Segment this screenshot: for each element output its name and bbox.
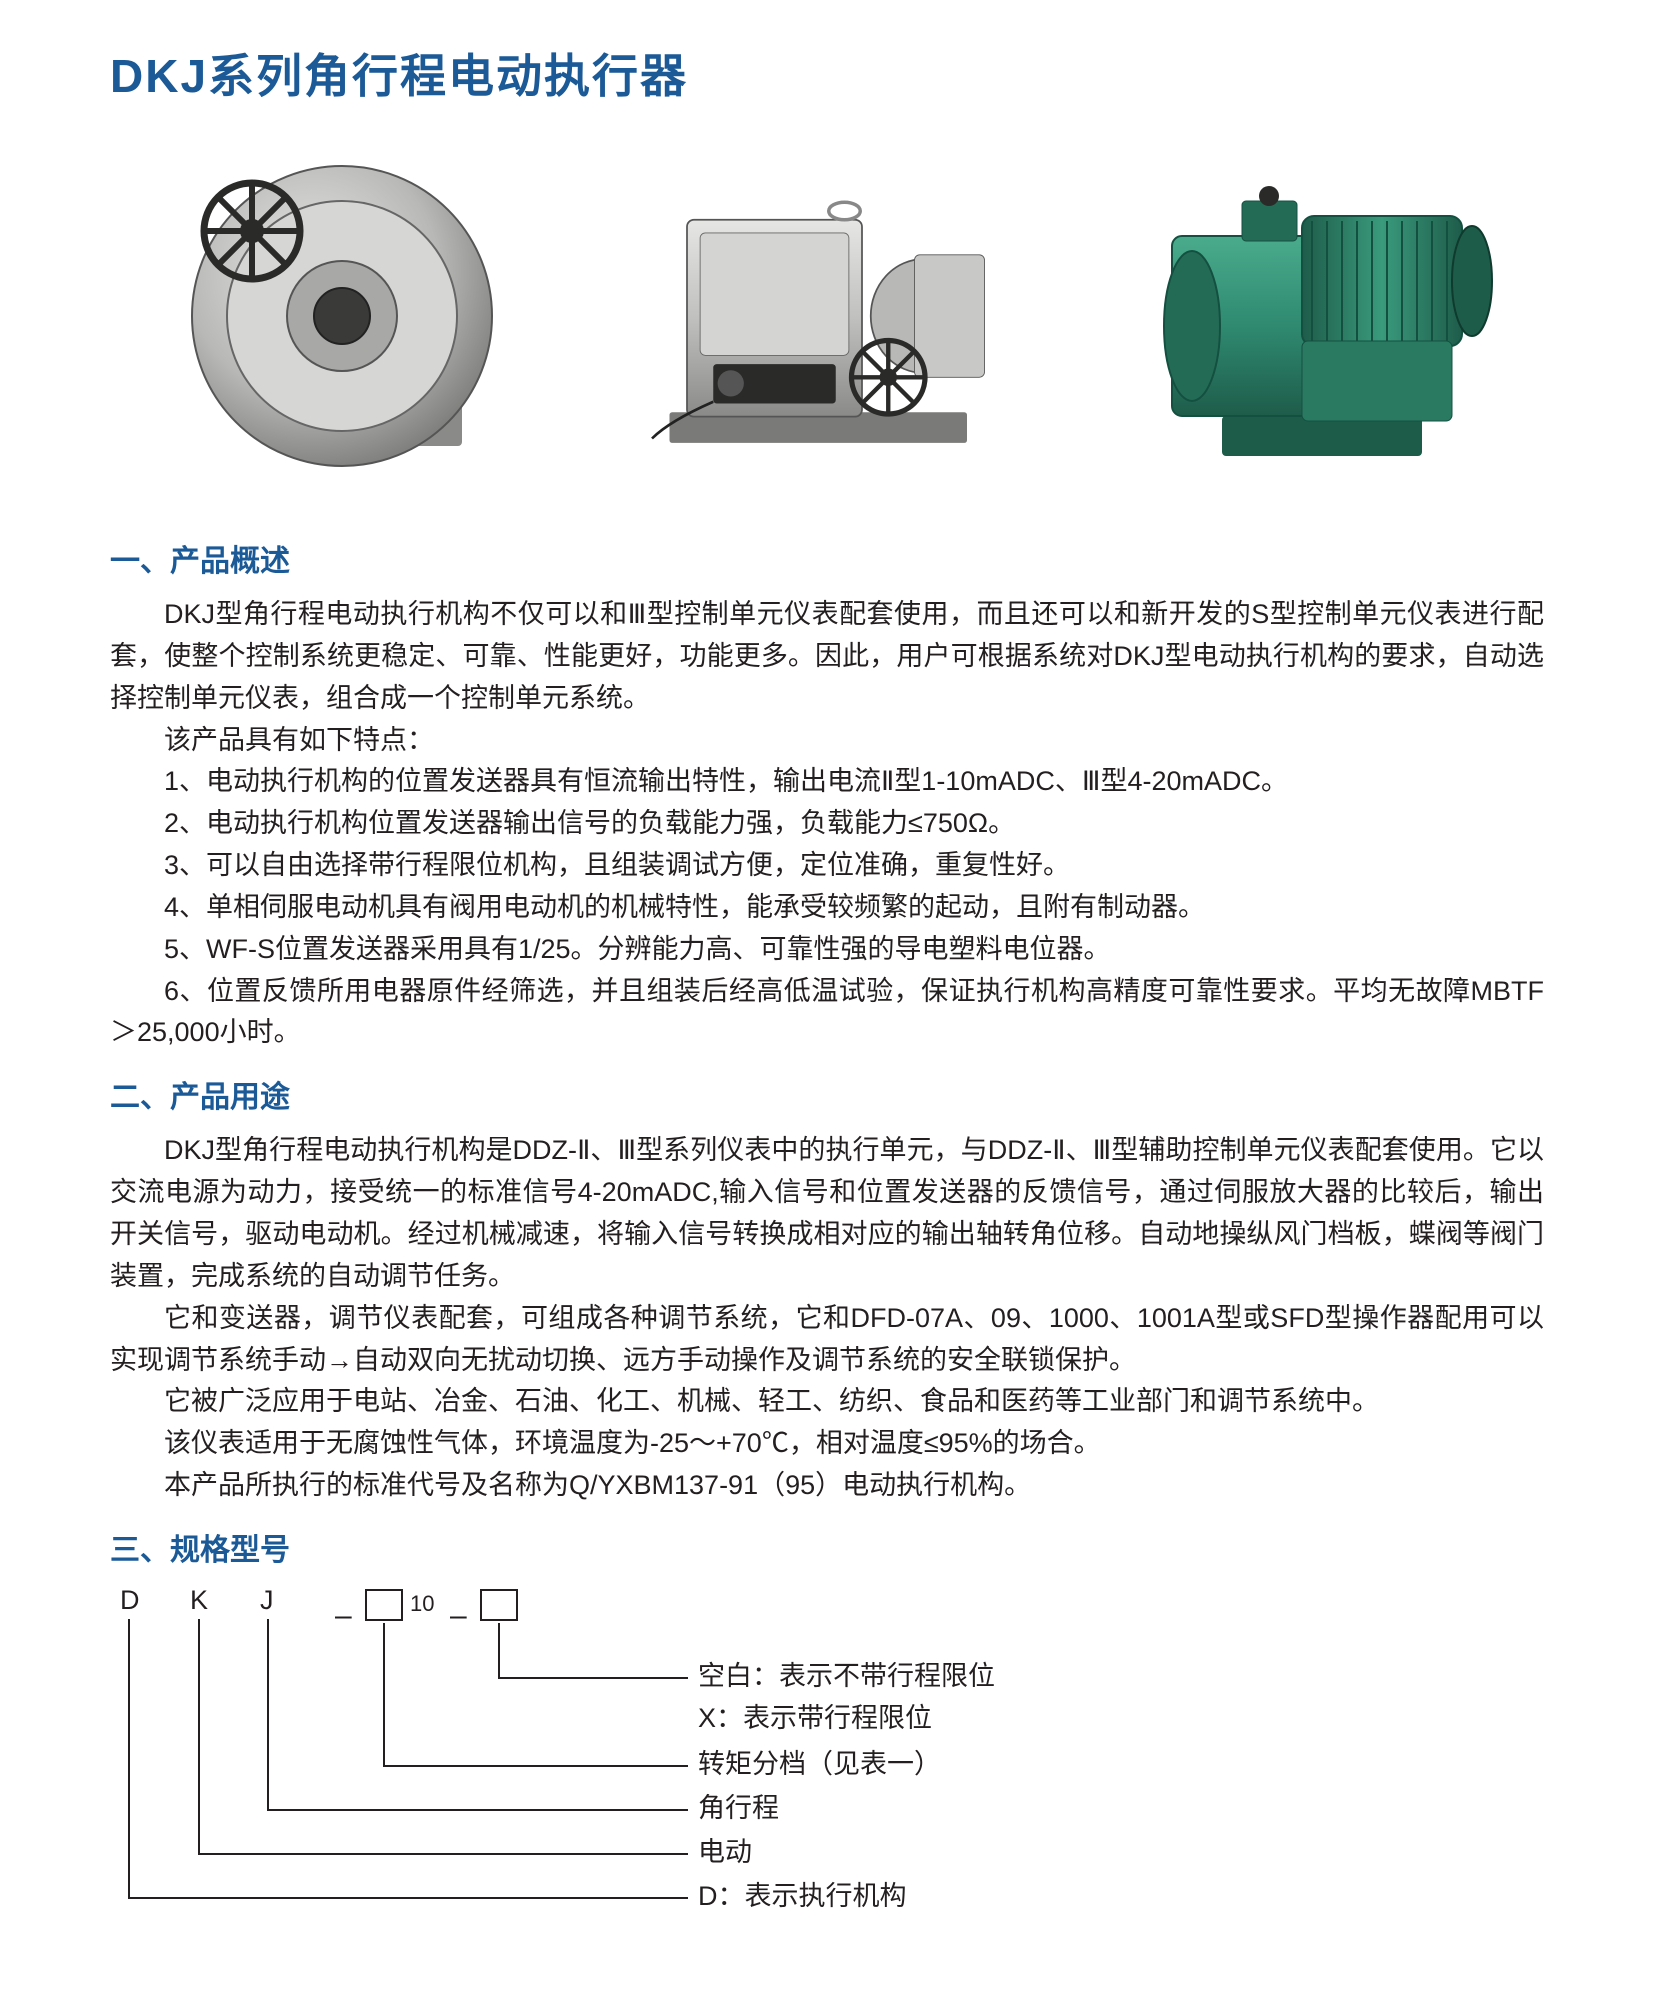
section-2-heading: 二、产品用途 bbox=[110, 1072, 1544, 1116]
product-image-row bbox=[110, 146, 1544, 486]
model-letter-D: D bbox=[120, 1587, 140, 1614]
section-1-body: DKJ型角行程电动执行机构不仅可以和Ⅲ型控制单元仪表配套使用，而且还可以和新开发… bbox=[110, 594, 1544, 1054]
model-box-2 bbox=[480, 1589, 518, 1621]
s1-li6: 6、位置反馈所用电器原件经筛选，并且组装后经高低温试验，保证执行机构高精度可靠性… bbox=[110, 971, 1544, 1055]
model-diagram: D K J – 10 – 空白：表示不带行程限位 X：表示带行程限位 转矩分档（… bbox=[110, 1587, 1410, 1927]
s1-li5: 5、WF-S位置发送器采用具有1/25。分辨能力高、可靠性强的导电塑料电位器。 bbox=[110, 929, 1544, 971]
s2-p5: 本产品所执行的标准代号及名称为Q/YXBM137-91（95）电动执行机构。 bbox=[110, 1465, 1544, 1507]
hline-5 bbox=[128, 1897, 688, 1899]
legend-1b: X：表示带行程限位 bbox=[698, 1705, 932, 1732]
legend-3: 角行程 bbox=[698, 1795, 779, 1822]
vline-box2 bbox=[498, 1623, 500, 1677]
page-title: DKJ系列角行程电动执行器 bbox=[110, 40, 1544, 106]
model-ten: 10 bbox=[410, 1593, 434, 1615]
legend-5: D：表示执行机构 bbox=[698, 1883, 907, 1910]
model-dash-1: – bbox=[335, 1601, 352, 1631]
product-image-3 bbox=[1102, 146, 1522, 486]
vline-J bbox=[267, 1619, 269, 1809]
s2-p3: 它被广泛应用于电站、冶金、石油、化工、机械、轻工、纺织、食品和医药等工业部门和调… bbox=[110, 1381, 1544, 1423]
product-image-1 bbox=[132, 146, 552, 486]
model-letter-K: K bbox=[190, 1587, 208, 1614]
model-box-1 bbox=[365, 1589, 403, 1621]
vline-D bbox=[128, 1619, 130, 1897]
vline-box1 bbox=[383, 1623, 385, 1765]
hline-2 bbox=[383, 1765, 688, 1767]
model-letter-J: J bbox=[260, 1587, 274, 1614]
s1-p2: 该产品具有如下特点： bbox=[110, 720, 1544, 762]
legend-1a: 空白：表示不带行程限位 bbox=[698, 1663, 995, 1690]
legend-4: 电动 bbox=[698, 1839, 752, 1866]
hline-4 bbox=[198, 1853, 688, 1855]
model-dash-2: – bbox=[450, 1601, 467, 1631]
legend-2: 转矩分档（见表一） bbox=[698, 1751, 941, 1778]
section-2-body: DKJ型角行程电动执行机构是DDZ-Ⅱ、Ⅲ型系列仪表中的执行单元，与DDZ-Ⅱ、… bbox=[110, 1130, 1544, 1507]
section-1-heading: 一、产品概述 bbox=[110, 536, 1544, 580]
s1-li3: 3、可以自由选择带行程限位机构，且组装调试方便，定位准确，重复性好。 bbox=[110, 845, 1544, 887]
s2-p1: DKJ型角行程电动执行机构是DDZ-Ⅱ、Ⅲ型系列仪表中的执行单元，与DDZ-Ⅱ、… bbox=[110, 1130, 1544, 1297]
vline-K bbox=[198, 1619, 200, 1853]
s1-li4: 4、单相伺服电动机具有阀用电动机的机械特性，能承受较频繁的起动，且附有制动器。 bbox=[110, 887, 1544, 929]
s1-li1: 1、电动执行机构的位置发送器具有恒流输出特性，输出电流Ⅱ型1-10mADC、Ⅲ型… bbox=[110, 761, 1544, 803]
s1-p1: DKJ型角行程电动执行机构不仅可以和Ⅲ型控制单元仪表配套使用，而且还可以和新开发… bbox=[110, 594, 1544, 720]
hline-3 bbox=[267, 1809, 688, 1811]
s2-p2: 它和变送器，调节仪表配套，可组成各种调节系统，它和DFD-07A、09、1000… bbox=[110, 1298, 1544, 1382]
s2-p4: 该仪表适用于无腐蚀性气体，环境温度为-25～+70℃，相对温度≤95%的场合。 bbox=[110, 1423, 1544, 1465]
s1-li2: 2、电动执行机构位置发送器输出信号的负载能力强，负载能力≤750Ω。 bbox=[110, 803, 1544, 845]
section-3-heading: 三、规格型号 bbox=[110, 1525, 1544, 1569]
hline-1 bbox=[498, 1677, 688, 1679]
product-image-2 bbox=[617, 146, 1037, 486]
